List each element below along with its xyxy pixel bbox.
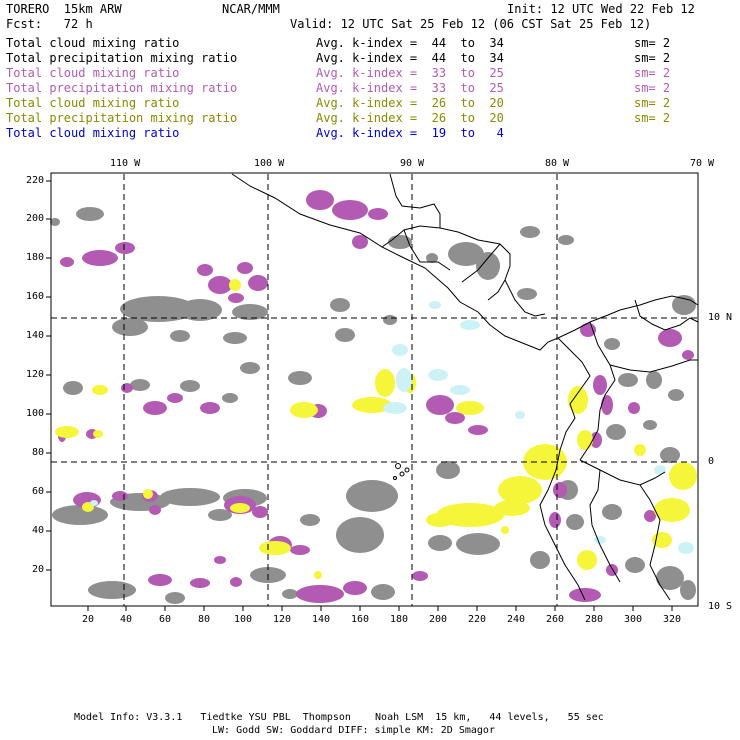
lightblue-cloud-areas	[90, 301, 694, 554]
x-tick-label: 20	[82, 614, 95, 625]
x-tick-label: 40	[120, 614, 133, 625]
lon-label: 90 W	[400, 158, 425, 169]
x-tick-label: 140	[312, 614, 331, 625]
x-tick-label: 120	[273, 614, 292, 625]
y-tick-label: 120	[26, 369, 45, 380]
valid-time: Valid: 12 UTC Sat 25 Feb 12 (06 CST Sat …	[290, 17, 652, 31]
legend-sm: sm= 2	[634, 66, 671, 80]
model-title: TORERO 15km ARW	[6, 2, 122, 16]
gray-cloud-areas	[50, 207, 696, 604]
x-tick-label: 100	[234, 614, 253, 625]
y-tick-label: 60	[32, 486, 45, 497]
y-tick-label: 40	[32, 525, 45, 536]
init-time: Init: 12 UTC Wed 22 Feb 12	[507, 2, 695, 16]
legend-sm: sm= 2	[634, 51, 671, 65]
model-info: Model Info: V3.3.1 Tiedtke YSU PBL Thomp…	[74, 712, 604, 723]
y-tick-label: 80	[32, 447, 45, 458]
legend-kindex: Avg. k-index = 26 to 20	[316, 96, 504, 110]
legend-name: Total precipitation mixing ratio	[6, 111, 238, 125]
legend-name: Total precipitation mixing ratio	[6, 51, 238, 65]
legend-kindex: Avg. k-index = 33 to 25	[316, 66, 504, 80]
x-tick-label: 220	[468, 614, 487, 625]
legend-name: Total precipitation mixing ratio	[6, 81, 238, 95]
x-tick-label: 300	[624, 614, 643, 625]
lat-label: 10 N	[708, 312, 733, 323]
lon-label: 110 W	[110, 158, 141, 169]
legend-sm: sm= 2	[634, 81, 671, 95]
legend-name: Total cloud mixing ratio	[6, 66, 180, 80]
legend-kindex: Avg. k-index = 33 to 25	[316, 81, 504, 95]
y-tick-label: 200	[26, 213, 45, 224]
lon-label: 80 W	[545, 158, 570, 169]
x-tick-label: 60	[159, 614, 172, 625]
y-tick-label: 160	[26, 291, 45, 302]
y-tick-label: 140	[26, 330, 45, 341]
y-tick-label: 180	[26, 252, 45, 263]
legend-kindex: Avg. k-index = 19 to 4	[316, 126, 504, 140]
forecast-hour: Fcst: 72 h	[6, 17, 93, 31]
legend-sm: sm= 2	[634, 111, 671, 125]
y-tick-label: 100	[26, 408, 45, 419]
center-label: NCAR/MMM	[222, 2, 280, 16]
x-tick-label: 320	[663, 614, 682, 625]
legend-sm: sm= 2	[634, 96, 671, 110]
lat-label: 0	[708, 456, 715, 467]
lon-label: 100 W	[254, 158, 285, 169]
legend-name: Total cloud mixing ratio	[6, 96, 180, 110]
lon-label: 70 W	[690, 158, 715, 169]
legend-kindex: Avg. k-index = 44 to 34	[316, 51, 504, 65]
x-tick-label: 200	[429, 614, 448, 625]
y-tick-label: 20	[32, 564, 45, 575]
coastlines	[231, 173, 699, 601]
x-tick-label: 260	[546, 614, 565, 625]
legend-kindex: Avg. k-index = 44 to 34	[316, 36, 504, 50]
x-tick-label: 180	[390, 614, 409, 625]
x-tick-label: 240	[507, 614, 526, 625]
legend-name: Total cloud mixing ratio	[6, 126, 180, 140]
legend-kindex: Avg. k-index = 26 to 20	[316, 111, 504, 125]
x-tick-label: 280	[585, 614, 604, 625]
x-tick-label: 160	[351, 614, 370, 625]
latlon-grid	[51, 174, 698, 606]
legend-name: Total cloud mixing ratio	[6, 36, 180, 50]
plot-frame	[50, 172, 699, 607]
lat-label: 10 S	[708, 601, 733, 612]
yellow-cloud-areas	[55, 279, 697, 579]
y-tick-label: 220	[26, 175, 45, 186]
legend-sm: sm= 2	[634, 36, 671, 50]
frame-ticks	[46, 180, 673, 611]
physics-info: LW: Godd SW: Goddard DIFF: simple KM: 2D…	[212, 725, 495, 736]
x-tick-label: 80	[198, 614, 211, 625]
